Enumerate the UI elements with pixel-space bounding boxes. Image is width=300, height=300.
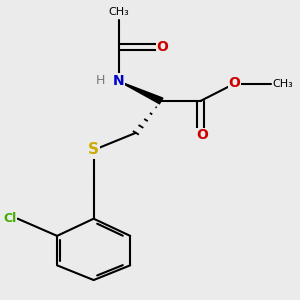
Polygon shape [119,81,163,104]
Text: CH₃: CH₃ [272,79,293,89]
Text: O: O [157,40,169,54]
Text: Cl: Cl [3,212,16,225]
Text: N: N [113,74,125,88]
Text: O: O [228,76,240,89]
Text: O: O [196,128,208,142]
Text: S: S [88,142,99,158]
Text: H: H [96,74,105,87]
Text: CH₃: CH₃ [109,8,129,17]
